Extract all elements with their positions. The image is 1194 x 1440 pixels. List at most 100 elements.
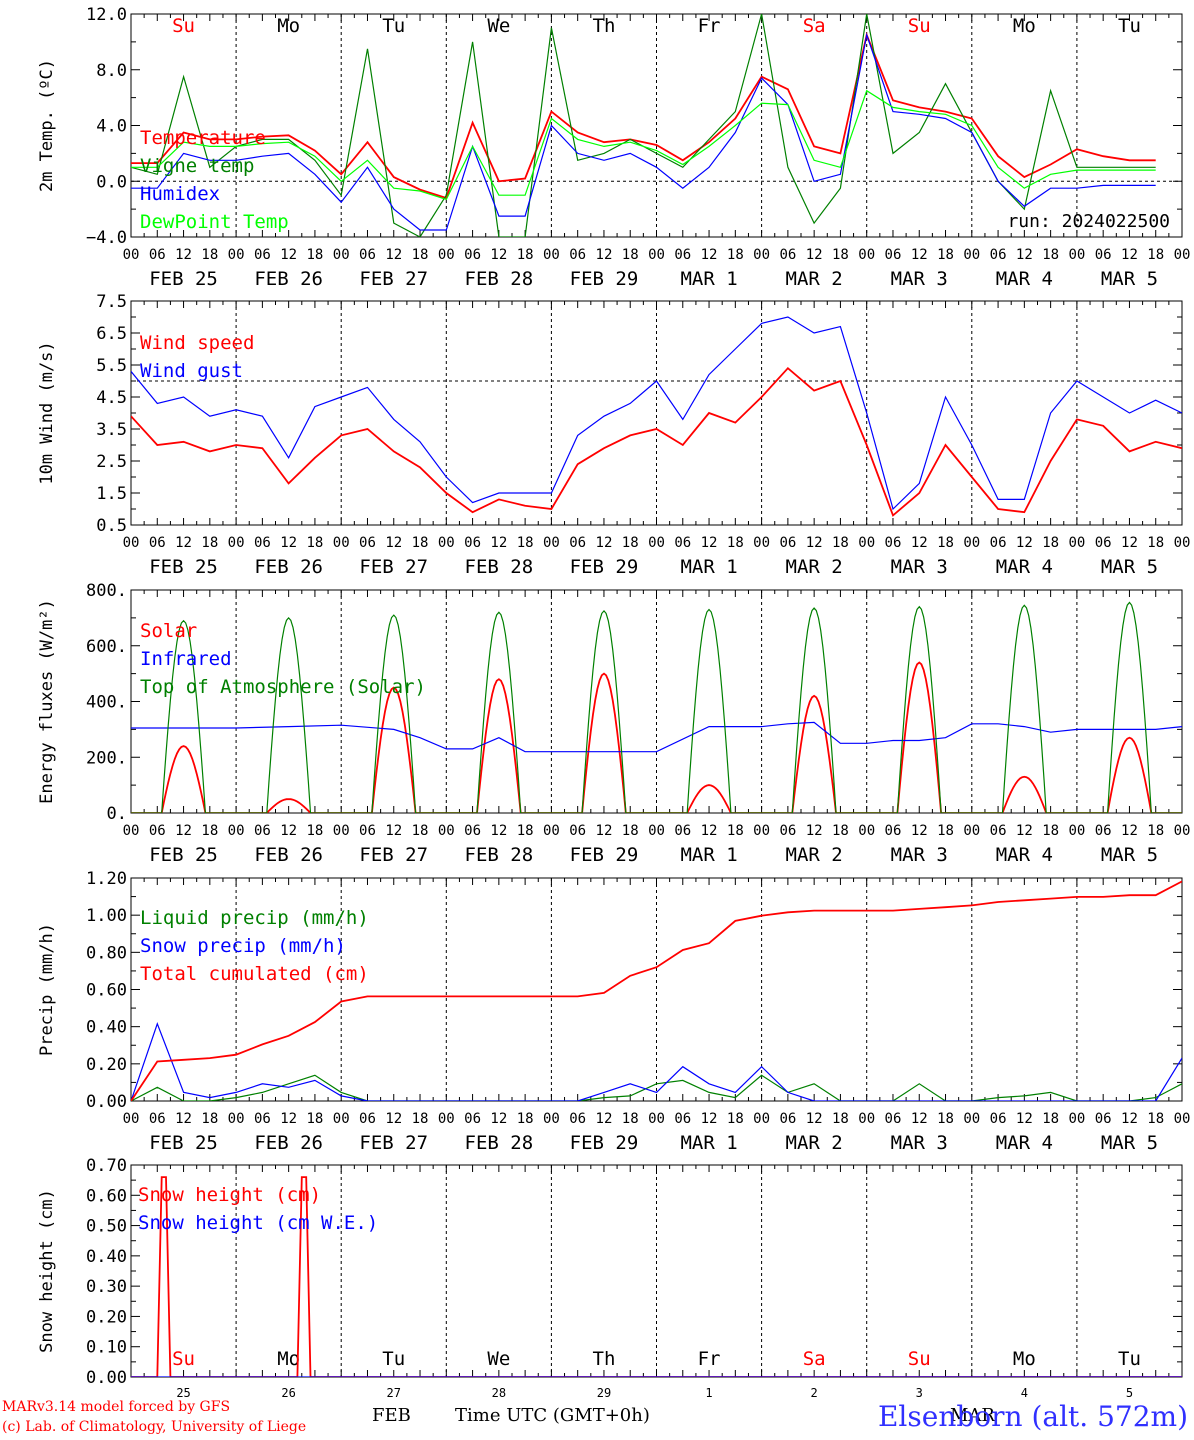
x-date-label: MAR 5 bbox=[1101, 1132, 1158, 1154]
weekday-label: Fr bbox=[698, 1348, 721, 1370]
x-date-label: FEB 26 bbox=[254, 268, 323, 290]
x-hour-label: 18 bbox=[622, 247, 639, 263]
x-hour-label: 18 bbox=[517, 247, 534, 263]
x-hour-label: 12 bbox=[911, 535, 928, 551]
x-hour-label: 18 bbox=[937, 535, 954, 551]
weekday-label: We bbox=[487, 15, 510, 37]
legend-entry: Snow precip (mm/h) bbox=[140, 935, 346, 957]
x-hour-label: 00 bbox=[858, 1111, 875, 1127]
x-hour-label: 12 bbox=[175, 823, 192, 839]
y-tick-label: 6.5 bbox=[96, 324, 127, 344]
x-hour-label: 12 bbox=[701, 1111, 718, 1127]
x-hour-label: 12 bbox=[280, 823, 297, 839]
x-hour-label: 06 bbox=[464, 823, 481, 839]
x-hour-label: 18 bbox=[1147, 1111, 1164, 1127]
x-hour-label: 18 bbox=[937, 823, 954, 839]
x-hour-label: 06 bbox=[674, 1111, 691, 1127]
x-hour-label: 00 bbox=[438, 247, 455, 263]
series-line-1-1 bbox=[131, 31, 1156, 200]
y-axis-title: Energy fluxes (W/m²) bbox=[37, 599, 57, 804]
x-hour-label: 06 bbox=[1095, 1111, 1112, 1127]
series-line-2-1 bbox=[131, 366, 1182, 517]
x-hour-label: 00 bbox=[1068, 247, 1085, 263]
x-hour-label: 18 bbox=[412, 823, 429, 839]
x-hour-label: 00 bbox=[438, 535, 455, 551]
x-date-label: FEB 29 bbox=[570, 844, 639, 866]
x-hour-label: 06 bbox=[569, 823, 586, 839]
x-hour-label: 18 bbox=[1042, 535, 1059, 551]
x-day-number: 1 bbox=[705, 1386, 712, 1400]
x-hour-label: 00 bbox=[1068, 823, 1085, 839]
x-hour-label: 06 bbox=[885, 1111, 902, 1127]
x-date-label: MAR 4 bbox=[996, 556, 1053, 578]
x-hour-label: 18 bbox=[201, 823, 218, 839]
x-date-label: FEB 26 bbox=[254, 844, 323, 866]
x-hour-label: 18 bbox=[306, 535, 323, 551]
y-tick-label: 0.80 bbox=[86, 943, 127, 963]
x-hour-label: 06 bbox=[149, 535, 166, 551]
x-hour-label: 00 bbox=[228, 1111, 245, 1127]
x-hour-label: 12 bbox=[490, 247, 507, 263]
x-date-label: FEB 28 bbox=[465, 844, 534, 866]
series-line-1-2 bbox=[131, 14, 1156, 237]
weekday-label: Mo bbox=[277, 1348, 300, 1370]
x-hour-label: 00 bbox=[1068, 535, 1085, 551]
series-line-3-2 bbox=[131, 721, 1182, 753]
x-hour-label: 06 bbox=[779, 1111, 796, 1127]
x-hour-label: 12 bbox=[490, 1111, 507, 1127]
x-hour-label: 18 bbox=[622, 823, 639, 839]
x-hour-label: 06 bbox=[990, 823, 1007, 839]
weekday-label: Fr bbox=[698, 15, 721, 37]
y-tick-label: 400. bbox=[86, 693, 127, 713]
x-hour-label: 12 bbox=[1121, 823, 1138, 839]
x-date-label: FEB 27 bbox=[359, 556, 428, 578]
x-hour-label: 12 bbox=[1121, 535, 1138, 551]
x-hour-label: 18 bbox=[832, 823, 849, 839]
x-hour-label: 18 bbox=[306, 247, 323, 263]
y-tick-label: 8.0 bbox=[96, 61, 127, 81]
x-hour-label: 18 bbox=[306, 1111, 323, 1127]
x-hour-label: 00 bbox=[228, 535, 245, 551]
x-day-number: 5 bbox=[1126, 1386, 1133, 1400]
x-hour-label: 06 bbox=[569, 247, 586, 263]
x-date-label: MAR 2 bbox=[786, 844, 843, 866]
x-hour-label: 00 bbox=[123, 247, 140, 263]
x-hour-label: 18 bbox=[832, 1111, 849, 1127]
x-date-label: MAR 3 bbox=[891, 268, 948, 290]
y-tick-label: 0.00 bbox=[86, 1368, 127, 1388]
weekday-label: Th bbox=[593, 1348, 616, 1370]
x-hour-label: 06 bbox=[464, 247, 481, 263]
x-hour-label: 00 bbox=[753, 823, 770, 839]
x-hour-label: 12 bbox=[1016, 823, 1033, 839]
x-date-label: MAR 3 bbox=[891, 1132, 948, 1154]
x-hour-label: 06 bbox=[569, 1111, 586, 1127]
x-hour-label: 18 bbox=[1147, 247, 1164, 263]
weekday-label: Su bbox=[908, 15, 931, 37]
y-tick-label: 4.0 bbox=[96, 117, 127, 137]
y-tick-label: 1.20 bbox=[86, 869, 127, 889]
y-tick-label: 7.5 bbox=[96, 292, 127, 312]
y-tick-label: 1.00 bbox=[86, 906, 127, 926]
x-hour-label: 06 bbox=[1095, 823, 1112, 839]
x-hour-label: 12 bbox=[280, 535, 297, 551]
y-tick-label: 0.40 bbox=[86, 1247, 127, 1267]
series-line-4-2 bbox=[131, 1022, 1182, 1101]
x-hour-label: 06 bbox=[359, 823, 376, 839]
x-hour-label: 12 bbox=[806, 1111, 823, 1127]
y-tick-label: 1.5 bbox=[96, 484, 127, 504]
x-hour-label: 00 bbox=[963, 247, 980, 263]
x-date-label: FEB 25 bbox=[149, 556, 218, 578]
y-tick-label: 0.0 bbox=[96, 172, 127, 192]
weekday-label: Tu bbox=[382, 15, 405, 37]
x-hour-label: 00 bbox=[753, 535, 770, 551]
x-hour-label: 12 bbox=[1016, 1111, 1033, 1127]
x-hour-label: 12 bbox=[1121, 1111, 1138, 1127]
x-date-label: FEB 28 bbox=[465, 556, 534, 578]
series-line-2-2 bbox=[131, 316, 1182, 511]
x-day-number: 3 bbox=[916, 1386, 923, 1400]
x-hour-label: 00 bbox=[228, 247, 245, 263]
x-hour-label: 18 bbox=[1042, 823, 1059, 839]
x-date-label: FEB 27 bbox=[359, 1132, 428, 1154]
x-hour-label: 00 bbox=[1174, 535, 1191, 551]
footer-month-label-2: MAR bbox=[950, 1405, 995, 1426]
